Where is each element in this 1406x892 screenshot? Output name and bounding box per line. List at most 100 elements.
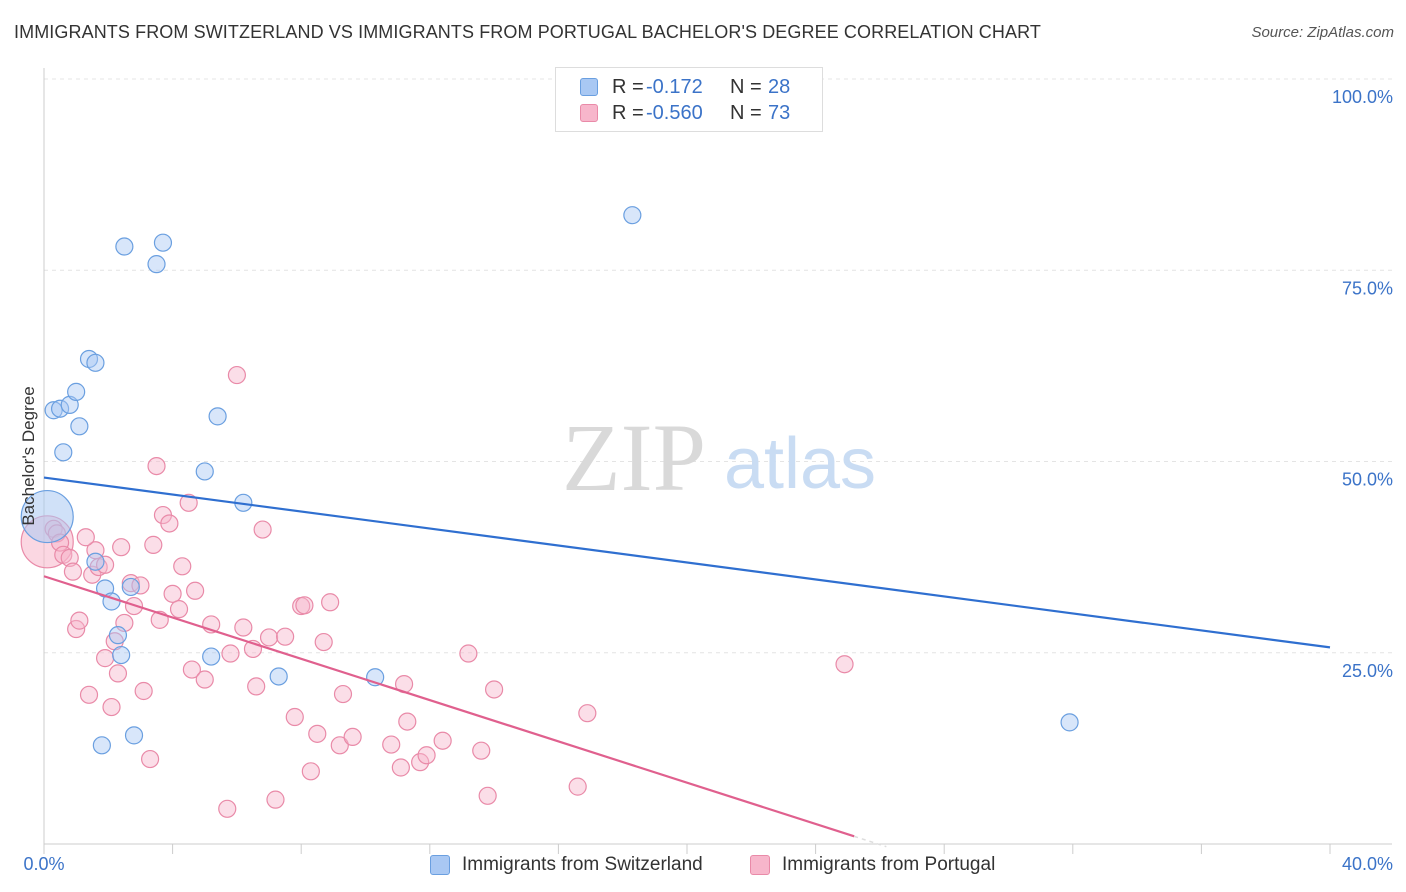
portugal-point bbox=[433, 731, 452, 750]
switzerland-trend-line bbox=[43, 476, 1331, 649]
axis-labels: 25.0% 50.0% 75.0% 100.0% 0.0% 40.0% bbox=[23, 87, 1393, 874]
portugal-point bbox=[266, 790, 285, 809]
legend-swatch-portugal bbox=[580, 104, 598, 122]
watermark: ZIP atlas bbox=[562, 404, 876, 511]
portugal-point bbox=[333, 684, 353, 704]
portugal-point bbox=[247, 677, 266, 696]
y-tick-label: 100.0% bbox=[1332, 87, 1393, 107]
portugal-trend-extension bbox=[853, 835, 887, 848]
y-tick-label: 75.0% bbox=[1342, 278, 1393, 298]
legend-row-switzerland: R = -0.172 N = 28 bbox=[580, 75, 790, 99]
switzerland-point bbox=[108, 626, 128, 645]
stats-legend: R = -0.172 N = 28 R = -0.560 N = 73 bbox=[555, 67, 823, 132]
portugal-point bbox=[169, 600, 189, 619]
x-tick-label: 40.0% bbox=[1342, 854, 1393, 874]
portugal-point bbox=[182, 660, 201, 679]
switzerland-point bbox=[269, 667, 288, 686]
switzerland-point bbox=[115, 237, 134, 256]
portugal-point bbox=[321, 593, 340, 612]
portugal-point bbox=[144, 535, 163, 554]
switzerland-point bbox=[112, 645, 131, 665]
portugal-point bbox=[234, 618, 253, 637]
switzerland-points bbox=[20, 206, 1079, 755]
legend-r-value: -0.172 bbox=[646, 75, 703, 98]
switzerland-point bbox=[121, 577, 140, 597]
trend-lines bbox=[43, 476, 1331, 848]
switzerland-point bbox=[147, 255, 166, 274]
portugal-point bbox=[285, 707, 304, 727]
portugal-point bbox=[314, 632, 333, 652]
switzerland-point bbox=[92, 736, 111, 755]
portugal-point bbox=[134, 681, 153, 701]
legend-label-switzerland: Immigrants from Switzerland bbox=[462, 854, 703, 875]
switzerland-point bbox=[67, 382, 86, 401]
portugal-point bbox=[95, 649, 115, 668]
switzerland-point bbox=[153, 233, 173, 252]
portugal-point bbox=[472, 741, 491, 760]
legend-row-portugal: R = -0.560 N = 73 bbox=[580, 101, 790, 125]
portugal-point bbox=[63, 562, 83, 581]
switzerland-point bbox=[623, 206, 642, 225]
axes bbox=[43, 68, 1392, 854]
portugal-point bbox=[301, 762, 320, 781]
portugal-point bbox=[227, 365, 246, 385]
portugal-point bbox=[76, 528, 95, 547]
legend-n-value: 28 bbox=[768, 75, 791, 98]
switzerland-point bbox=[86, 552, 105, 571]
portugal-point bbox=[568, 777, 587, 796]
portugal-point bbox=[485, 680, 504, 699]
portugal-point bbox=[60, 548, 79, 567]
legend-label-portugal: Immigrants from Portugal bbox=[782, 854, 996, 875]
switzerland-point bbox=[86, 353, 105, 372]
portugal-point bbox=[382, 735, 401, 754]
portugal-point bbox=[218, 799, 237, 818]
source-credit: Source: ZipAtlas.com bbox=[1251, 24, 1394, 41]
portugal-point bbox=[308, 724, 327, 743]
portugal-point bbox=[108, 664, 128, 683]
y-axis-title: Bachelor's Degree bbox=[19, 386, 38, 525]
portugal-point bbox=[173, 557, 192, 576]
portugal-point bbox=[417, 746, 436, 765]
legend-swatch-portugal bbox=[750, 855, 770, 875]
portugal-point bbox=[330, 736, 349, 755]
portugal-trend-line bbox=[43, 575, 855, 838]
legend-item-switzerland: Immigrants from Switzerland bbox=[430, 852, 703, 878]
portugal-point bbox=[276, 627, 295, 646]
legend-r-label: R = bbox=[612, 101, 644, 124]
switzerland-point bbox=[54, 443, 73, 462]
legend-n-value: 73 bbox=[768, 101, 791, 124]
portugal-point bbox=[160, 514, 179, 533]
portugal-point bbox=[186, 581, 205, 600]
grid-lines bbox=[44, 78, 1392, 654]
portugal-point bbox=[391, 758, 410, 777]
switzerland-point bbox=[20, 489, 74, 544]
switzerland-point bbox=[1060, 713, 1079, 732]
switzerland-point bbox=[195, 462, 214, 481]
switzerland-point bbox=[124, 726, 144, 745]
portugal-point bbox=[179, 493, 198, 512]
legend-r-label: R = bbox=[612, 75, 644, 98]
portugal-point bbox=[70, 611, 89, 630]
portugal-point bbox=[343, 727, 362, 747]
portugal-point bbox=[259, 628, 279, 647]
switzerland-point bbox=[202, 647, 221, 666]
portugal-point bbox=[478, 786, 497, 805]
portugal-point bbox=[140, 749, 160, 769]
legend-r-value: -0.560 bbox=[646, 101, 703, 124]
portugal-point bbox=[163, 584, 182, 603]
portugal-point bbox=[221, 644, 240, 663]
legend-n-label: N = bbox=[730, 101, 762, 124]
watermark-atlas: atlas bbox=[724, 424, 876, 504]
portugal-point bbox=[295, 596, 314, 615]
switzerland-point bbox=[50, 399, 70, 418]
portugal-point bbox=[147, 456, 166, 476]
portugal-point bbox=[79, 685, 99, 704]
switzerland-point bbox=[44, 401, 63, 420]
portugal-point bbox=[195, 670, 214, 689]
portugal-point bbox=[411, 753, 430, 772]
legend-swatch-switzerland bbox=[580, 78, 598, 96]
portugal-point bbox=[835, 655, 854, 674]
portugal-point bbox=[459, 644, 478, 663]
portugal-point bbox=[253, 520, 272, 539]
chart-title: IMMIGRANTS FROM SWITZERLAND VS IMMIGRANT… bbox=[14, 22, 1041, 42]
